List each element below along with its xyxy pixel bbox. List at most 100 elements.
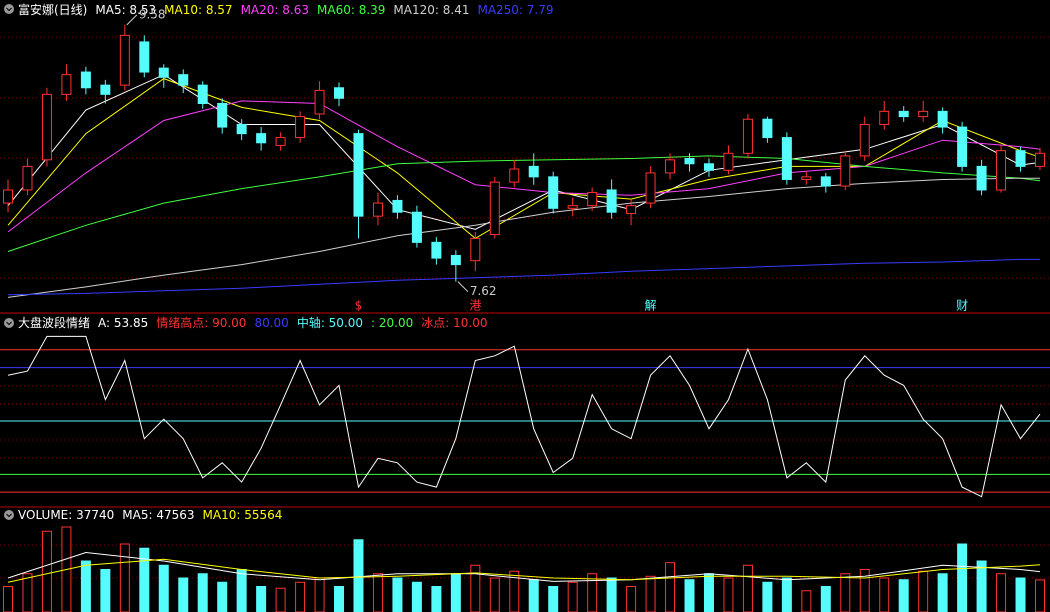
candle-body [587,192,598,207]
candle-body [1035,152,1045,167]
menu-icon[interactable] [4,318,14,328]
candle-body [139,41,150,73]
volume-bar [275,587,286,612]
volume-bar [781,577,792,612]
candle-body [295,116,306,139]
candle-body [801,176,812,180]
volume-bar [158,564,169,612]
candle-body [781,137,792,180]
annotation-leader [126,14,138,26]
volume-bar [1035,579,1045,612]
candle-body [528,165,539,178]
volume-bar [119,543,130,612]
candle-body [275,137,286,146]
volume-bar [879,577,890,612]
chart-title: 富安娜(日线) [18,2,87,17]
candle-body [450,254,461,266]
candle-body [372,202,383,217]
candle-body [665,159,676,174]
level-label: 冰点: 10.00 [421,316,487,330]
volume-bar [606,577,617,612]
candle-body [334,87,345,99]
volume-bar [314,577,325,612]
volume-bar [334,586,345,612]
volume-bar [489,577,500,612]
menu-icon[interactable] [4,4,14,14]
candle-body [61,74,72,95]
candle-body [431,241,442,259]
candle-body [489,181,500,235]
candle-body [41,93,52,161]
volume-bar [1015,577,1026,612]
candle-body [606,189,617,213]
candle-body [22,165,33,191]
volume-bar [703,573,714,612]
volume-bar [100,569,111,612]
panel-icons [4,4,14,520]
volume-bar [587,573,598,612]
candle-body [626,205,637,215]
legend-entry: MA10: 8.57 [164,3,232,17]
volume-bar [431,586,442,612]
candle-body [820,176,831,187]
volume-bar [139,547,150,612]
candle-body [353,133,364,217]
level-label: : 20.00 [371,316,413,330]
candle-body [742,118,753,154]
candle-body [996,150,1007,191]
volume-bar [548,586,559,612]
candle-body [859,123,870,157]
legend-entry: A: 53.85 [98,316,148,330]
panel-header: 大盘波段情绪 A: 53.85 情绪高点: 90.00 80.00 中轴: 50.00:… [18,315,487,330]
volume-bar [256,586,267,612]
volume-ma-line [7,558,1041,583]
volume-bar [411,581,422,612]
menu-icon[interactable] [4,510,14,520]
volume-bar [723,577,734,612]
candle-body [703,163,714,171]
legend-entry: MA10: 55564 [203,508,283,522]
volume-bar [684,579,695,612]
annotation: 9.58 [139,7,166,21]
ma-line [7,258,1040,296]
chevron [6,513,12,518]
volume-bar [957,543,968,612]
chevron [6,7,12,12]
volume-bar [295,581,306,612]
volume-bar [217,581,228,612]
candle-body [957,126,968,167]
candle-body [548,176,559,209]
candle-body [80,71,91,89]
legend-entry: MA5: 47563 [122,508,194,522]
event-marker: $ [355,299,363,313]
candle-body [100,84,111,95]
volume-bar [976,560,987,612]
event-marker: 财 [956,299,968,313]
panel-header: VOLUME: 37740 MA5: 47563 MA10: 55564 [18,508,282,522]
candle-body [509,168,520,183]
candle-body [762,118,773,139]
volume-bar [22,573,33,612]
candle-body [3,189,13,204]
event-marker: 解 [645,299,657,313]
event-marker: 港 [469,299,481,313]
volume-bar [3,586,13,612]
candle-body [158,67,169,78]
candle-body [937,110,948,128]
candle-body [314,89,325,115]
volume-bar [567,581,578,612]
candle-body [645,172,656,204]
volume-bar [178,577,189,612]
volume-bar [528,579,539,612]
level-label: 情绪高点: 90.00 [156,315,246,330]
volume-bar [762,581,773,612]
volume-bar [801,590,812,612]
candle-body [684,158,695,165]
candle-body [470,237,481,262]
volume-bar [840,573,851,612]
candle-body [236,123,247,135]
volume-bar [392,577,403,612]
candle-body [723,152,734,171]
